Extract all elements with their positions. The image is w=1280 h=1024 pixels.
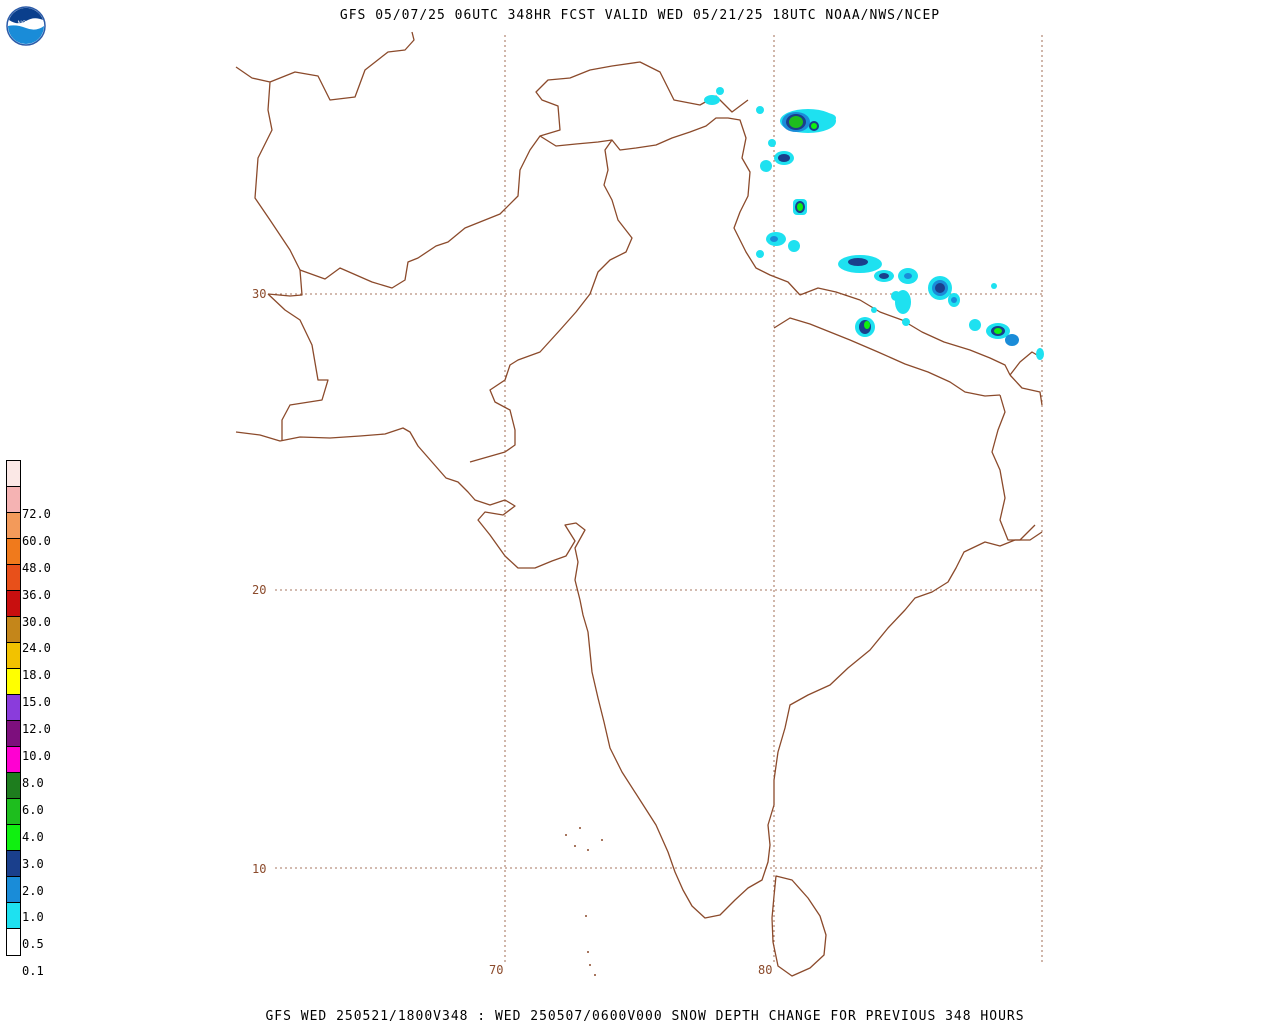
legend-swatch <box>7 747 20 773</box>
legend-label: 4.0 <box>22 829 44 844</box>
snow-depth-blobs <box>704 87 1044 360</box>
legend-swatch <box>7 669 20 695</box>
legend-swatch <box>7 591 20 617</box>
coastline <box>235 31 1043 977</box>
legend-swatch <box>7 513 20 539</box>
legend-label: 0.5 <box>22 937 44 952</box>
legend-label: 24.0 <box>22 641 51 656</box>
lat-label-20: 20 <box>252 583 266 597</box>
legend-swatch <box>7 773 20 799</box>
legend-label: 18.0 <box>22 668 51 683</box>
islands <box>565 827 603 976</box>
legend-label: 6.0 <box>22 802 44 817</box>
legend-label: 30.0 <box>22 614 51 629</box>
legend-label: 1.0 <box>22 910 44 925</box>
legend-label: 60.0 <box>22 533 51 548</box>
lon-label-80: 80 <box>758 963 772 977</box>
map-footer: GFS WED 250521/1800V348 : WED 250507/060… <box>265 1009 1025 1024</box>
legend-swatch-column <box>6 460 21 956</box>
legend-label: 72.0 <box>22 506 51 521</box>
map-title: GFS 05/07/25 06UTC 348HR FCST VALID WED … <box>339 8 941 23</box>
legend-swatch <box>7 877 20 903</box>
lat-label-30: 30 <box>252 287 266 301</box>
graticule <box>275 35 1043 965</box>
legend-swatch <box>7 851 20 877</box>
legend-label: 3.0 <box>22 856 44 871</box>
legend-label: 48.0 <box>22 560 51 575</box>
legend-swatch <box>7 617 20 643</box>
legend-swatch <box>7 565 20 591</box>
legend-label: 8.0 <box>22 775 44 790</box>
legend-swatch <box>7 487 20 513</box>
legend-label: 15.0 <box>22 695 51 710</box>
svg-text:NOAA: NOAA <box>17 21 34 27</box>
legend-swatch <box>7 643 20 669</box>
legend-swatch <box>7 695 20 721</box>
legend-swatch <box>7 929 20 955</box>
lat-label-10: 10 <box>252 862 266 876</box>
legend-label: 36.0 <box>22 587 51 602</box>
legend-swatch <box>7 903 20 929</box>
legend-swatch <box>7 461 20 487</box>
legend-swatch <box>7 825 20 851</box>
legend-label: 10.0 <box>22 749 51 763</box>
legend-swatch <box>7 799 20 825</box>
noaa-logo-icon: NOAA <box>6 6 46 46</box>
legend-label: 12.0 <box>22 722 51 737</box>
legend-label: 2.0 <box>22 883 44 898</box>
legend-label: 0.1 <box>22 964 44 979</box>
legend-swatch <box>7 539 20 565</box>
legend-swatch <box>7 721 20 747</box>
lon-label-70: 70 <box>489 963 503 977</box>
